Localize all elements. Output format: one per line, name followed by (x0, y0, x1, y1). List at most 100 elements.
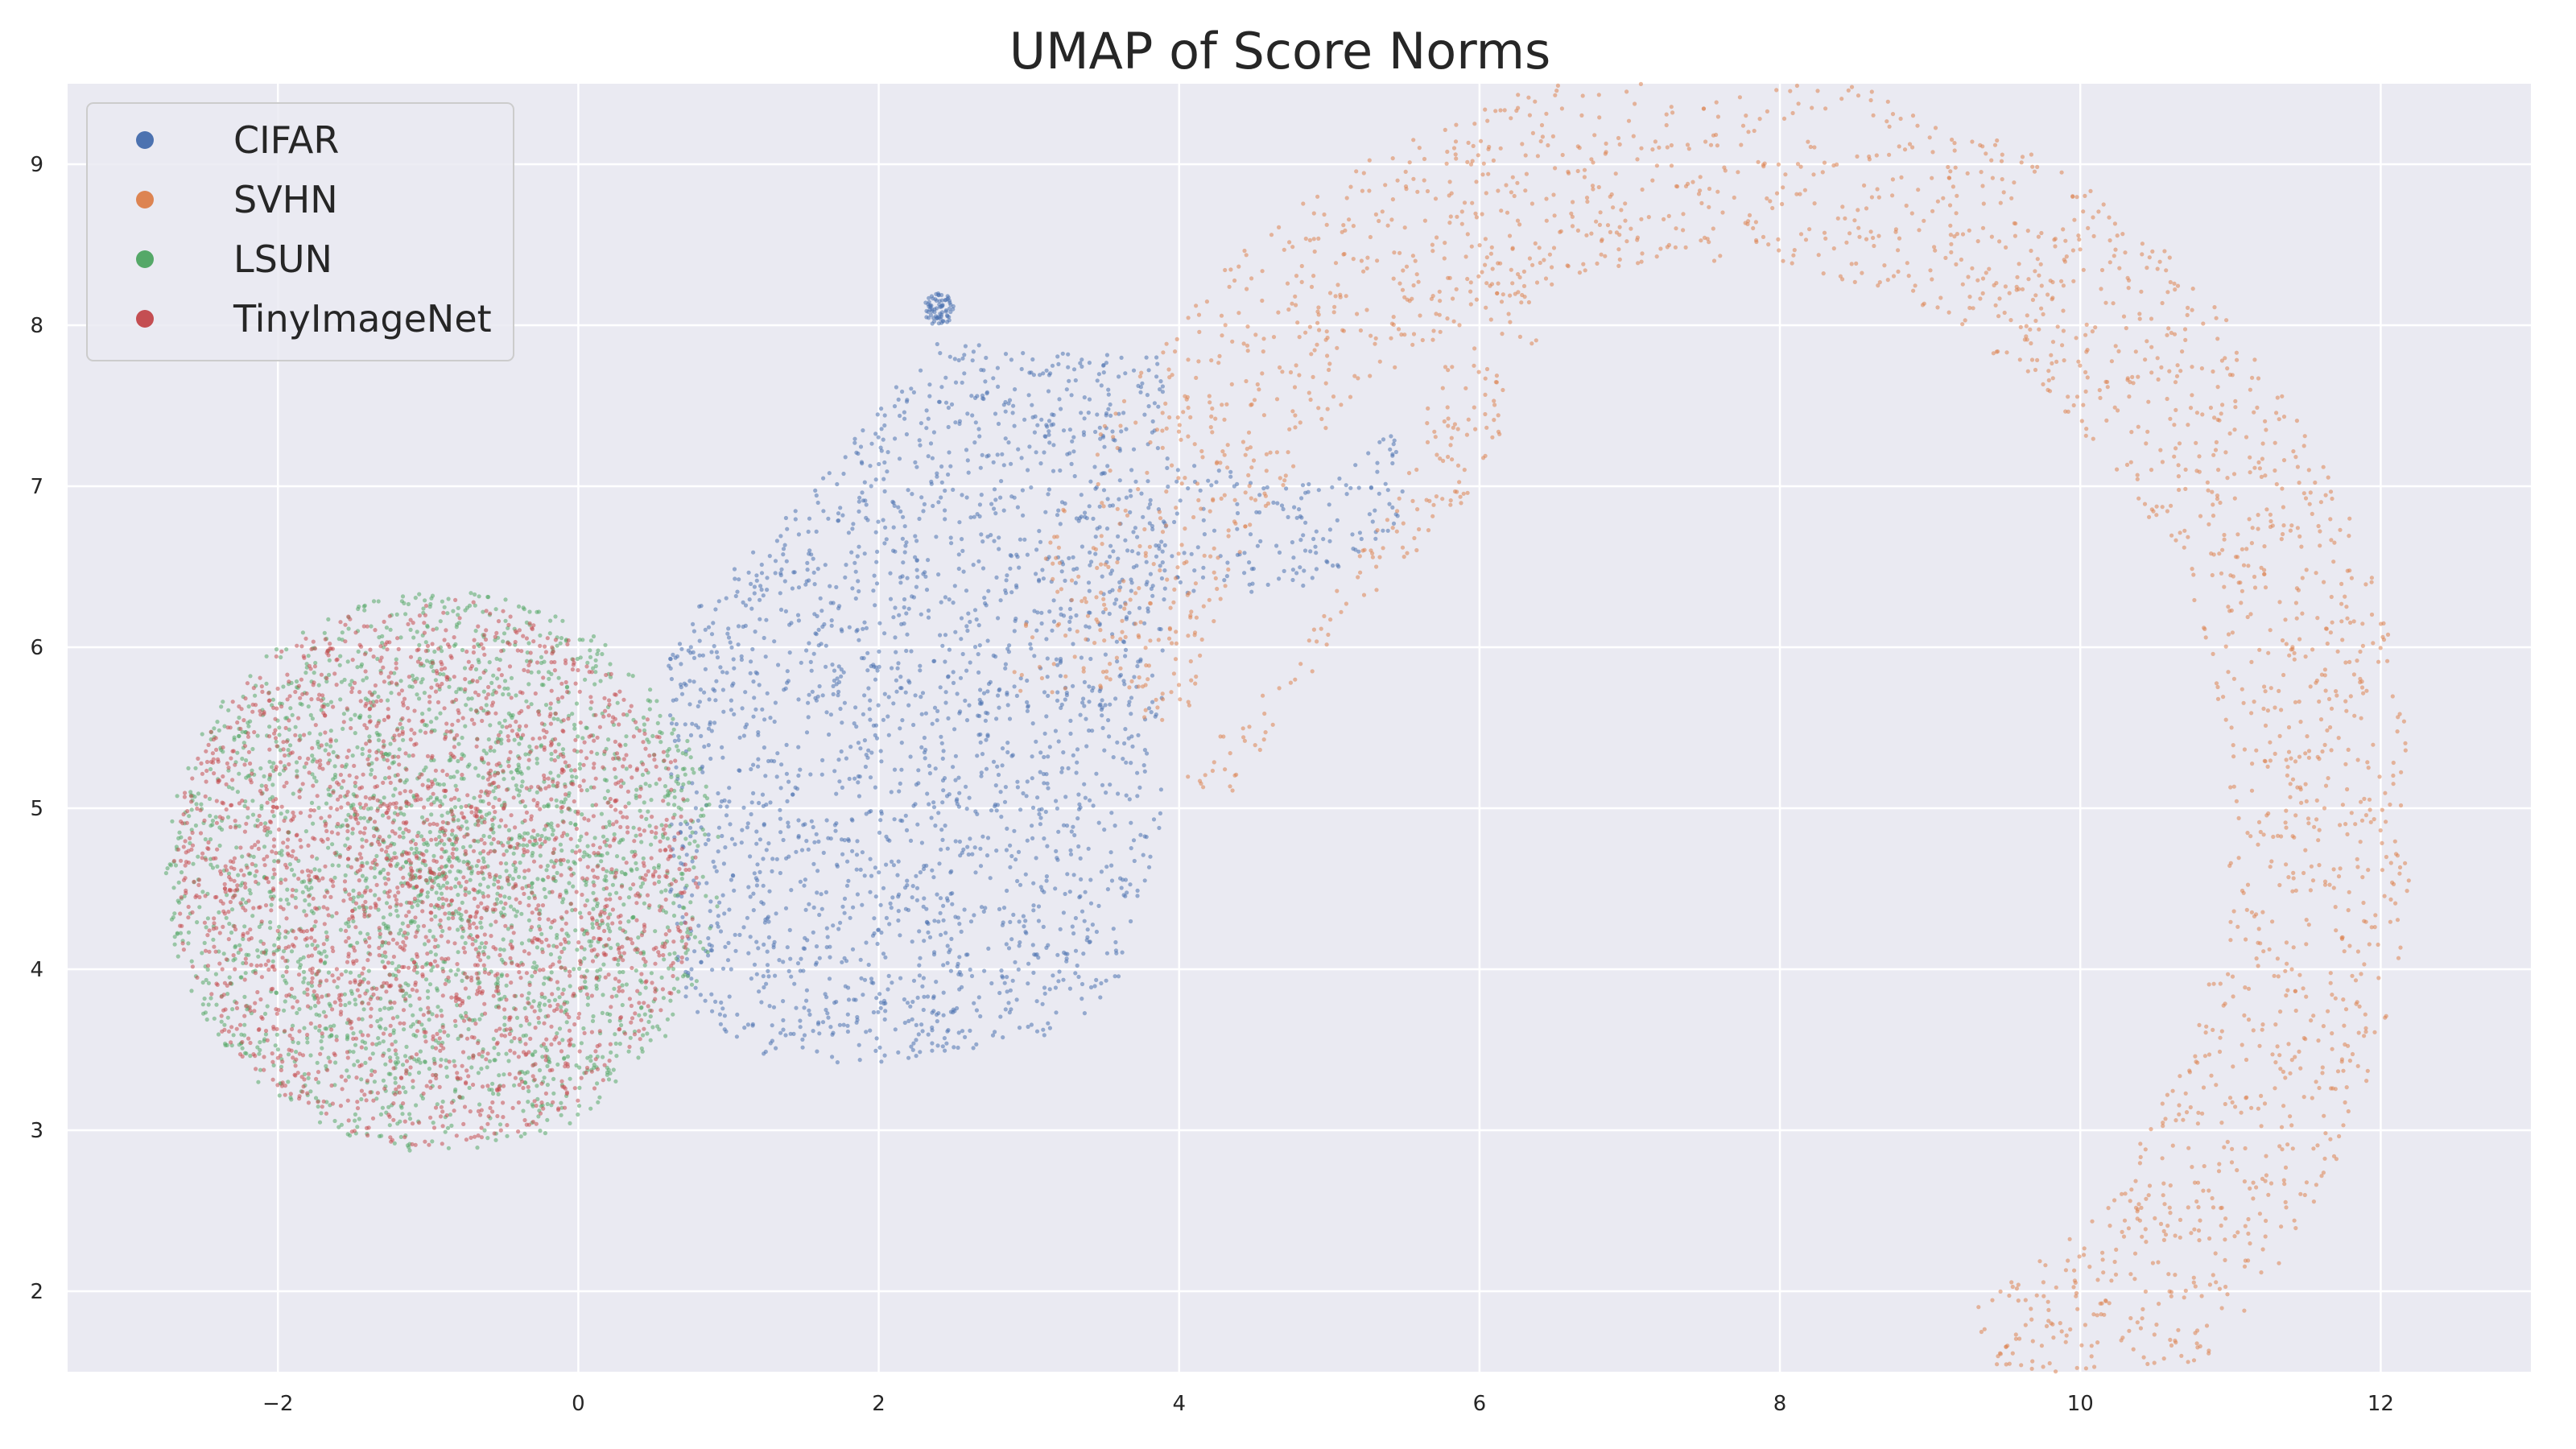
data-point (1091, 516, 1096, 522)
data-point (852, 721, 857, 726)
data-point (1508, 293, 1513, 298)
data-point (977, 514, 982, 519)
data-point (888, 571, 893, 576)
data-point (2344, 1085, 2349, 1090)
data-point (1307, 324, 1312, 329)
data-point (1003, 436, 1008, 441)
data-point (1108, 702, 1113, 707)
data-point (1160, 648, 1165, 653)
data-point (271, 1063, 276, 1067)
data-point (723, 845, 728, 850)
data-point (687, 702, 692, 707)
data-point (1508, 320, 1513, 324)
data-point (1425, 421, 1430, 426)
data-point (927, 394, 932, 398)
data-point (1452, 489, 1458, 494)
data-point (2039, 1344, 2044, 1348)
data-point (2000, 152, 2004, 157)
data-point (1459, 221, 1464, 226)
data-point (200, 890, 205, 894)
data-point (2289, 523, 2294, 528)
data-point (2308, 490, 2313, 495)
data-point (1746, 130, 1751, 134)
data-point (1101, 597, 1106, 601)
data-point (741, 733, 747, 738)
data-point (1326, 632, 1331, 638)
data-point (1472, 346, 1477, 351)
data-point (793, 509, 798, 514)
data-point (574, 1063, 579, 1068)
data-point (995, 365, 1000, 370)
data-point (2207, 1236, 2212, 1241)
data-point (1317, 328, 1322, 332)
data-point (865, 650, 870, 655)
data-point (2190, 393, 2194, 398)
data-point (1164, 341, 1169, 346)
data-point (904, 431, 909, 437)
data-point (2219, 358, 2224, 363)
data-point (1577, 270, 1582, 275)
data-point (2388, 861, 2393, 865)
data-point (1596, 184, 1601, 190)
data-point (720, 755, 725, 760)
data-point (1157, 825, 1162, 831)
data-point (889, 790, 894, 795)
data-point (1160, 530, 1166, 535)
data-point (2242, 747, 2247, 752)
data-point (1147, 521, 1152, 526)
data-point (795, 961, 801, 966)
data-point (2112, 254, 2116, 258)
data-point (902, 416, 907, 421)
data-point (2341, 997, 2346, 1002)
data-point (683, 819, 688, 824)
data-point (2054, 359, 2059, 364)
data-point (1081, 432, 1087, 437)
data-point (1158, 787, 1163, 792)
data-point (921, 509, 926, 514)
data-point (2246, 1216, 2251, 1222)
data-point (1876, 233, 1881, 238)
data-point (914, 539, 919, 543)
data-point (904, 828, 910, 832)
data-point (978, 846, 983, 851)
data-point (778, 607, 784, 613)
data-point (1058, 468, 1063, 473)
data-point (1299, 263, 1304, 269)
data-point (1030, 357, 1035, 362)
data-point (1348, 394, 1353, 399)
data-point (1219, 496, 1224, 502)
data-point (2017, 287, 2021, 291)
data-point (1243, 524, 1248, 529)
data-point (786, 820, 791, 825)
data-point (829, 623, 834, 628)
data-point (1585, 199, 1590, 204)
data-point (1395, 178, 1400, 183)
data-point (1038, 373, 1042, 378)
data-point (1540, 134, 1545, 139)
data-point (858, 746, 863, 751)
data-point (2314, 1183, 2318, 1187)
data-point (2293, 759, 2298, 764)
data-point (930, 868, 935, 873)
data-point (2225, 476, 2230, 481)
data-point (1101, 488, 1107, 493)
data-point (1212, 570, 1216, 575)
data-point (1208, 554, 1213, 559)
data-point (752, 962, 758, 967)
data-point (1388, 447, 1393, 452)
data-point (1012, 670, 1017, 675)
data-point (1142, 834, 1147, 839)
data-point (2301, 444, 2306, 448)
data-point (1165, 465, 1170, 471)
data-point (1164, 426, 1169, 431)
data-point (2173, 287, 2178, 292)
data-point (1410, 254, 1415, 258)
data-point (808, 659, 813, 665)
data-point (2168, 1211, 2173, 1216)
data-point (1137, 785, 1142, 791)
data-point (1665, 145, 1670, 150)
data-point (2085, 348, 2090, 353)
data-point (1332, 304, 1337, 309)
data-point (975, 394, 980, 398)
data-point (1093, 535, 1098, 539)
